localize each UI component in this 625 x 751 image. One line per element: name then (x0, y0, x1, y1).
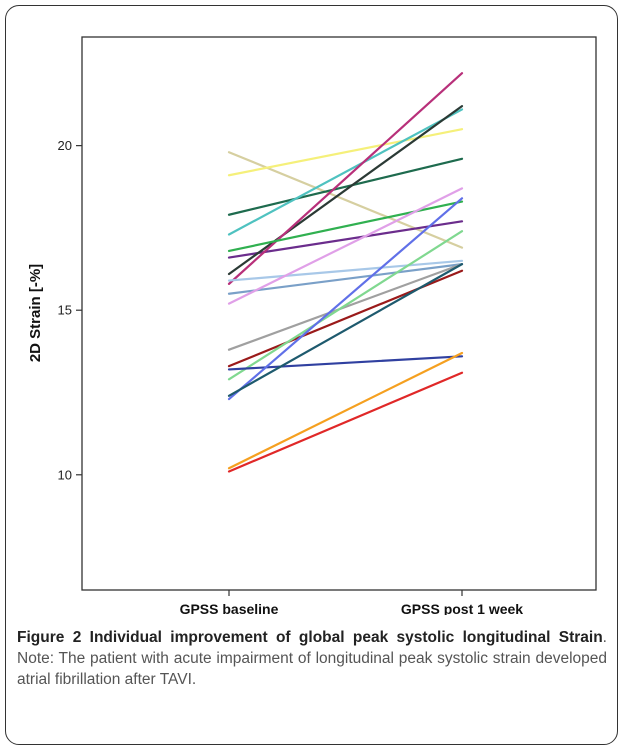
series-line-5 (227, 220, 464, 259)
series-line-7 (227, 72, 464, 285)
series-line-10 (227, 263, 464, 295)
series-line-16 (227, 197, 464, 401)
y-tick-label-10: 10 (58, 467, 72, 482)
figure-caption-text: . Note: The patient with acute impairmen… (17, 629, 607, 688)
series-line-19 (227, 371, 464, 473)
figure-number: Figure 2 (17, 629, 82, 646)
series-layer (227, 72, 464, 473)
series-line-3 (227, 157, 464, 216)
series-line-14 (227, 230, 464, 381)
y-tick-label-15: 15 (58, 303, 72, 318)
series-line-2 (227, 128, 464, 177)
series-line-4 (227, 108, 464, 236)
x-category-label-2: GPSS post 1 week (401, 601, 523, 615)
series-line-12 (227, 263, 464, 351)
plot-area (81, 36, 597, 591)
series-line-9 (227, 259, 464, 282)
figure-title-part2: longitudinal Strain (462, 629, 603, 646)
series-line-18 (227, 351, 464, 470)
y-tick-label-20: 20 (58, 138, 72, 153)
figure-caption: Figure 2 Individual improvement of globa… (17, 627, 607, 690)
y-axis-label: 2D Strain [-%] (27, 264, 44, 362)
x-category-label-1: GPSS baseline (180, 601, 279, 615)
series-line-11 (227, 187, 464, 305)
axis-layer: 10 15 20 GPSS baseline GPSS post 1 week (58, 138, 524, 615)
series-line-15 (227, 355, 464, 371)
series-line-17 (227, 263, 464, 397)
series-line-6 (227, 105, 464, 276)
series-line-8 (227, 200, 464, 253)
figure-title-part1: Individual improvement of global peak sy… (89, 629, 455, 646)
line-chart: 10 15 20 GPSS baseline GPSS post 1 week 2D S… (27, 36, 597, 615)
